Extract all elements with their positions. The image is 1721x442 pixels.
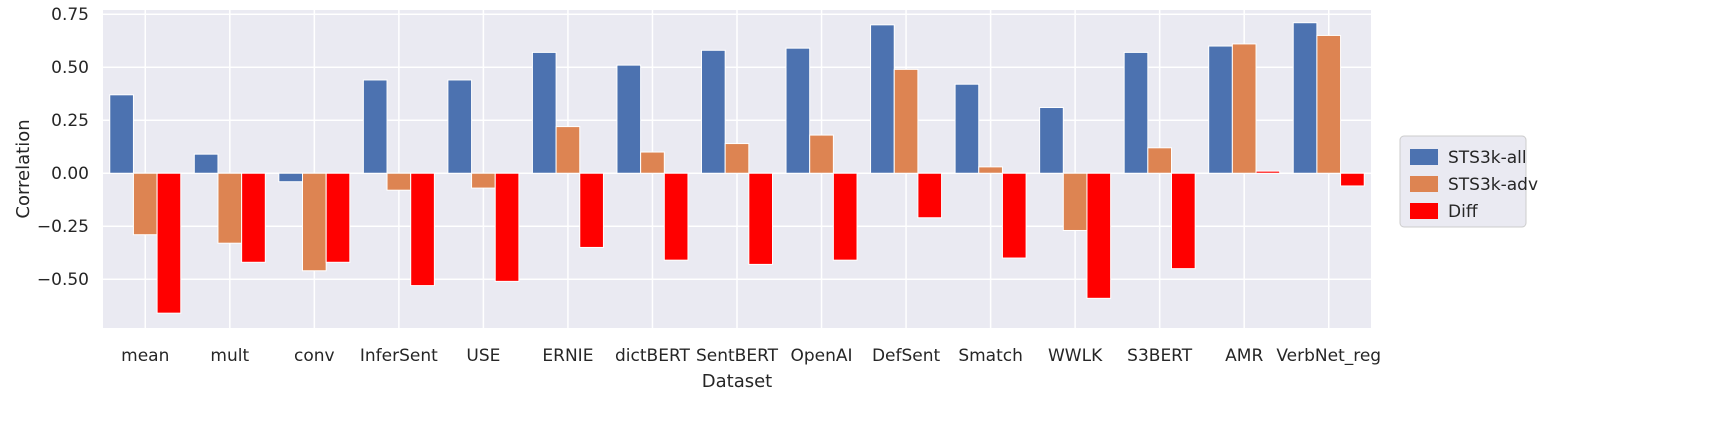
bar-sts3k-all: [1039, 107, 1064, 174]
x-tick-label: mult: [210, 346, 249, 366]
bar-sts3k-adv: [1231, 43, 1257, 174]
legend-swatch: [1410, 176, 1438, 192]
bar-sts3k-all: [954, 83, 980, 174]
y-tick-label: −0.50: [37, 270, 89, 290]
bar-diff: [241, 172, 266, 263]
bar-sts3k-all: [1208, 45, 1233, 174]
x-tick-label: WWLK: [1048, 346, 1103, 366]
bar-sts3k-all: [278, 172, 303, 183]
bar-sts3k-adv: [1147, 147, 1173, 174]
x-tick-label: SentBERT: [696, 346, 779, 366]
bar-sts3k-all: [193, 153, 219, 174]
bar-diff: [494, 172, 520, 282]
bar-sts3k-all: [700, 49, 726, 174]
y-tick-label: −0.25: [37, 217, 89, 237]
bar-sts3k-adv: [555, 126, 581, 174]
y-tick-label: 0.75: [51, 5, 89, 25]
y-tick-label: 0.00: [51, 164, 89, 184]
bar-diff: [1340, 172, 1365, 187]
bar-diff: [325, 172, 351, 263]
x-tick-label: InferSent: [360, 346, 438, 366]
bar-sts3k-adv: [893, 68, 919, 174]
bar-diff: [917, 172, 943, 219]
bar-sts3k-adv: [471, 172, 496, 189]
bar-diff: [156, 172, 182, 314]
bar-diff: [579, 172, 604, 248]
bar-sts3k-all: [109, 94, 134, 174]
bar-sts3k-all: [1292, 22, 1318, 174]
x-tick-label: dictBERT: [615, 346, 691, 366]
bar-diff: [1001, 172, 1027, 259]
y-axis-label: Correlation: [13, 119, 34, 218]
x-tick-label: VerbNet_reg: [1276, 346, 1381, 366]
x-tick-labels: mean mult conv InferSent USE ERNIE dictBERT Sen…: [121, 346, 1381, 366]
bar-diff: [748, 172, 774, 265]
bar-diff: [1171, 172, 1196, 270]
bar-sts3k-all: [785, 47, 811, 174]
x-tick-label: ERNIE: [542, 346, 593, 366]
legend-label: STS3k-all: [1448, 148, 1527, 168]
bar-sts3k-adv: [640, 151, 665, 174]
legend-swatch: [1410, 203, 1438, 219]
bar-sts3k-all: [362, 79, 388, 174]
bar-sts3k-all: [1123, 51, 1149, 174]
x-tick-label: USE: [466, 346, 500, 366]
x-tick-label: S3BERT: [1127, 346, 1193, 366]
x-axis-label: Dataset: [702, 371, 773, 392]
bars: [109, 22, 1365, 314]
legend-swatch: [1410, 149, 1438, 165]
bar-diff: [832, 172, 858, 261]
bar-diff: [663, 172, 689, 261]
bar-sts3k-all: [531, 51, 557, 174]
x-tick-label: AMR: [1225, 346, 1263, 366]
legend-label: Diff: [1448, 202, 1479, 222]
bar-sts3k-adv: [978, 166, 1003, 174]
bar-sts3k-adv: [386, 172, 412, 191]
legend: STS3k-all STS3k-adv Diff: [1399, 135, 1538, 228]
bar-sts3k-adv: [301, 172, 327, 272]
bar-diff: [1255, 170, 1281, 174]
x-tick-label: conv: [294, 346, 335, 366]
x-tick-label: mean: [121, 346, 169, 366]
bar-sts3k-adv: [132, 172, 158, 236]
bar-sts3k-adv: [809, 134, 834, 174]
bar-sts3k-all: [616, 64, 642, 174]
bar-sts3k-all: [870, 24, 895, 174]
y-tick-labels: −0.50 −0.25 0.00 0.25 0.50 0.75: [37, 5, 89, 290]
bar-sts3k-adv: [1316, 34, 1342, 174]
bar-sts3k-adv: [217, 172, 243, 244]
bar-diff: [410, 172, 435, 287]
y-tick-label: 0.25: [51, 111, 89, 131]
bar-diff: [1086, 172, 1112, 299]
y-tick-label: 0.50: [51, 58, 89, 78]
legend-label: STS3k-adv: [1448, 175, 1538, 195]
bar-sts3k-adv: [1062, 172, 1088, 231]
x-tick-label: DefSent: [872, 346, 941, 366]
x-tick-label: Smatch: [958, 346, 1023, 366]
x-tick-label: OpenAI: [791, 346, 853, 366]
bar-sts3k-all: [447, 79, 473, 174]
bar-sts3k-adv: [724, 143, 750, 174]
